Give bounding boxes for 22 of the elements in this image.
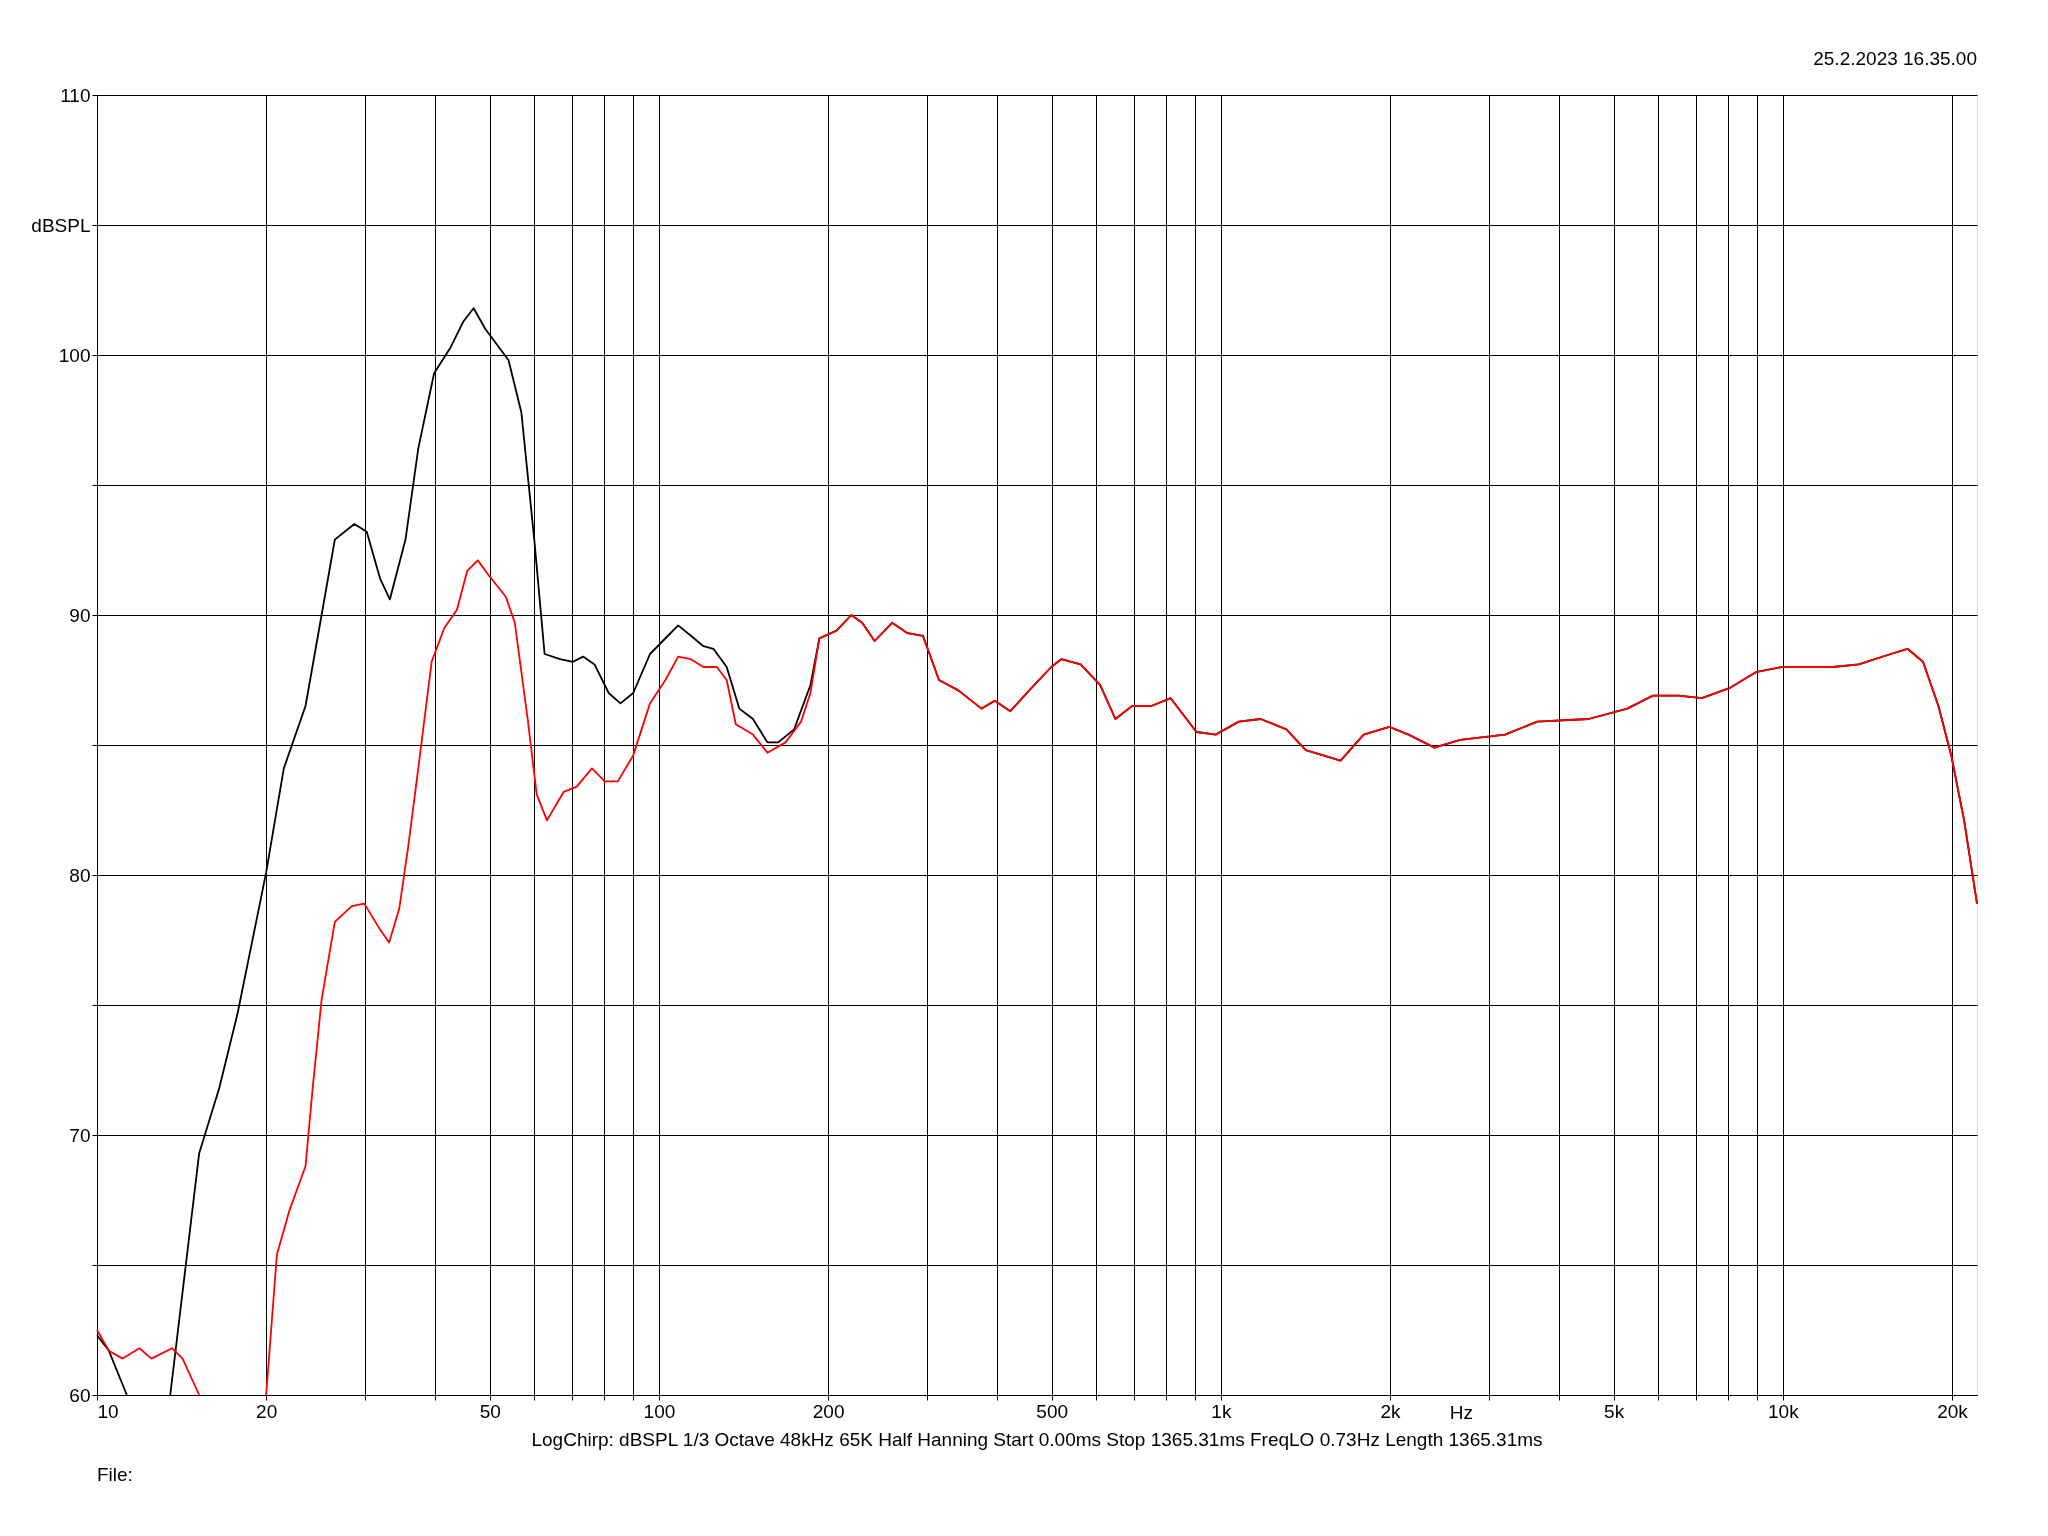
x-tick-label: 200 [812,1400,845,1422]
x-tick-label: 10 [97,1400,119,1422]
y-tick-label: 100 [58,344,91,366]
y-tick-label: 110 [60,84,91,106]
x-tick-label: 5k [1604,1400,1625,1422]
x-tick-label: 50 [479,1400,501,1422]
text: 25.2.2023 16.35.00 [1813,48,1977,69]
x-tick-label: 20 [256,1400,278,1422]
y-tick-label: dBSPL [31,214,91,236]
y-tick-label: 80 [69,864,91,886]
y-tick-label: 60 [69,1384,91,1406]
x-tick-label: 20k [1937,1400,1969,1422]
x-tick-label: 1k [1211,1400,1232,1422]
text: File: [97,1464,133,1485]
x-axis-title: Hz [1449,1402,1473,1423]
x-tick-label: 10k [1767,1400,1800,1422]
y-tick-label: 90 [69,604,91,626]
x-tick-label: 2k [1380,1400,1402,1422]
y-tick-label: 70 [69,1124,91,1146]
x-tick-label: 100 [643,1400,676,1422]
text: LogChirp: dBSPL 1/3 Octave 48kHz 65K Half Hanning Start 0.00ms Stop 1365.31ms FreqLO 0.73Hz Length 1365.31ms [531,1429,1543,1450]
x-tick-label: 500 [1036,1400,1069,1422]
